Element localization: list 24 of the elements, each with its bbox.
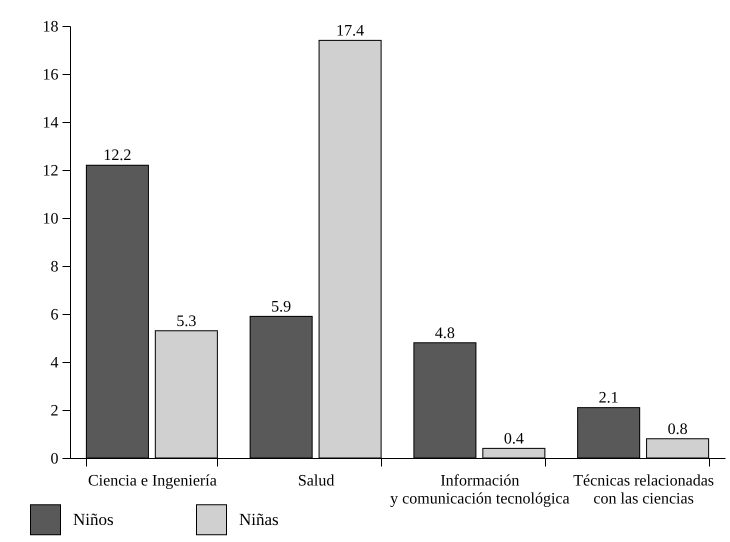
y-tick-label: 16 xyxy=(42,66,58,84)
x-tick-label: Salud xyxy=(298,472,334,490)
y-tick-label: 0 xyxy=(50,450,58,468)
y-tick-label: 6 xyxy=(50,306,58,324)
y-tick-label: 18 xyxy=(42,18,58,36)
data-label: 12.2 xyxy=(103,147,132,164)
data-label: 5.9 xyxy=(271,298,292,316)
data-label: 4.8 xyxy=(434,324,455,342)
y-tick-label: 12 xyxy=(42,162,58,180)
x-tick-label: Técnicas relacionadas con las ciencias xyxy=(573,472,714,508)
legend-label: Niñas xyxy=(239,510,279,529)
x-tick-label: Información y comunicación tecnológica xyxy=(390,472,570,508)
data-label: 0.8 xyxy=(668,420,688,438)
data-label: 2.1 xyxy=(598,390,619,407)
x-tick-label: Ciencia e Ingeniería xyxy=(88,472,217,490)
y-tick-label: 4 xyxy=(50,354,58,372)
y-tick-label: 8 xyxy=(50,258,58,276)
data-label: 5.3 xyxy=(176,312,196,330)
legend-label: Niños xyxy=(73,510,114,529)
data-label: 17.4 xyxy=(336,22,364,40)
y-tick-label: 2 xyxy=(50,402,58,420)
y-tick-label: 14 xyxy=(42,114,58,132)
data-label: 0.4 xyxy=(504,430,524,448)
y-tick-label: 10 xyxy=(42,210,58,228)
